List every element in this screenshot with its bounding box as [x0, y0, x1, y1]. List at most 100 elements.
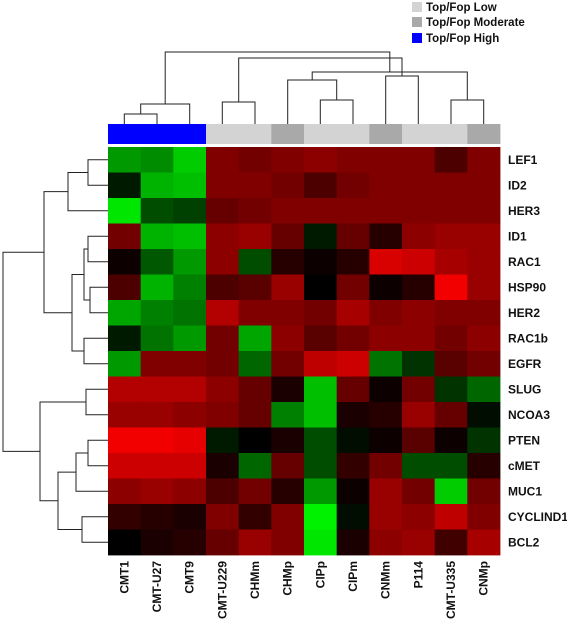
group-cell-cmt9	[173, 124, 207, 144]
cell-cyclind1-cmt-u27	[140, 504, 174, 530]
cell-rac1b-cmt1	[108, 325, 142, 352]
cell-rac1-chmp	[271, 249, 305, 275]
cell-egfr-p114	[402, 351, 436, 377]
cell-lef1-cnmm	[369, 147, 403, 173]
group-cell-cnmp	[467, 124, 501, 144]
cell-slug-cipp	[304, 376, 338, 403]
cell-cmet-cmt9	[173, 453, 207, 479]
cell-rac1b-cnmp	[467, 325, 501, 352]
cell-id2-cnmp	[467, 172, 501, 199]
cell-lef1-cmt-u27	[140, 147, 174, 173]
cell-ncoa3-cipm	[336, 402, 370, 428]
cell-her3-chmm	[238, 198, 272, 224]
heatmap-cells	[108, 147, 501, 556]
cell-ncoa3-cmt-u27	[140, 402, 174, 428]
cell-egfr-cipp	[304, 351, 338, 377]
cell-rac1b-cnmm	[369, 325, 403, 352]
cell-slug-cipm	[336, 376, 370, 403]
cell-id1-cmt-u229	[206, 223, 240, 250]
cell-bcl2-cmt-u229	[206, 529, 240, 556]
cell-ncoa3-chmm	[238, 402, 272, 428]
cell-cyclind1-cmt9	[173, 504, 207, 530]
cell-pten-cnmp	[467, 427, 501, 454]
column-group-bar	[108, 124, 501, 144]
cell-rac1b-cmt-u335	[434, 325, 468, 352]
cell-bcl2-cmt9	[173, 529, 207, 556]
cell-bcl2-chmm	[238, 529, 272, 556]
cell-lef1-chmm	[238, 147, 272, 173]
cell-cmet-chmp	[271, 453, 305, 479]
cell-her3-cnmp	[467, 198, 501, 224]
cell-rac1-cipm	[336, 249, 370, 275]
cell-cmet-p114	[402, 453, 436, 479]
cell-lef1-cmt9	[173, 147, 207, 173]
cell-cyclind1-cmt-u335	[434, 504, 468, 530]
cell-egfr-cmt-u335	[434, 351, 468, 377]
legend: Top/Fop Low Top/Fop Moderate Top/Fop Hig…	[412, 2, 525, 45]
group-cell-cipp	[304, 124, 338, 144]
column-dendrogram-link	[319, 99, 354, 124]
cell-id1-p114	[402, 223, 436, 250]
cell-id2-cipp	[304, 172, 338, 199]
cell-ncoa3-cnmm	[369, 402, 403, 428]
cell-id1-cipp	[304, 223, 338, 250]
column-label-cmt-u335: CMT-U335	[444, 561, 458, 619]
cell-her2-chmp	[271, 300, 305, 326]
cell-muc1-cmt-u229	[206, 478, 240, 505]
cell-cyclind1-p114	[402, 504, 436, 530]
row-dendrogram-link	[85, 388, 108, 416]
column-dendrogram-link	[385, 75, 419, 124]
cell-id1-cnmm	[369, 223, 403, 250]
cell-cyclind1-chmm	[238, 504, 272, 530]
legend-swatch-high	[412, 33, 422, 43]
cell-cyclind1-chmp	[271, 504, 305, 530]
cell-ncoa3-chmp	[271, 402, 305, 428]
cell-lef1-cmt-u335	[434, 147, 468, 173]
cell-cyclind1-cnmp	[467, 504, 501, 530]
cell-egfr-cmt9	[173, 351, 207, 377]
cell-egfr-cipm	[336, 351, 370, 377]
column-label-cipp: CIPp	[313, 561, 327, 588]
row-dendrogram-link	[83, 248, 90, 301]
cell-id1-cmt-u27	[140, 223, 174, 250]
cell-lef1-cnmp	[467, 147, 501, 173]
cell-hsp90-chmp	[271, 274, 305, 301]
row-label-cyclind1: CYCLIND1	[508, 510, 567, 524]
cell-hsp90-p114	[402, 274, 436, 301]
row-dendrogram-link	[83, 337, 108, 365]
cell-slug-cmt-u229	[206, 376, 240, 403]
cell-id1-cmt1	[108, 223, 142, 250]
row-dendrogram-link	[2, 251, 44, 452]
cell-lef1-cmt1	[108, 147, 142, 173]
cell-her3-cmt-u335	[434, 198, 468, 224]
cell-id1-chmm	[238, 223, 272, 250]
cell-rac1-cipp	[304, 249, 338, 275]
cell-id1-cipm	[336, 223, 370, 250]
cell-rac1-cnmp	[467, 249, 501, 275]
row-label-rac1b: RAC1b	[508, 331, 548, 345]
group-cell-chmp	[271, 124, 305, 144]
cell-cmet-cmt1	[108, 453, 142, 479]
cell-rac1b-chmp	[271, 325, 305, 352]
cell-cmet-cmt-u229	[206, 453, 240, 479]
cell-hsp90-cipp	[304, 274, 338, 301]
cell-egfr-chmp	[271, 351, 305, 377]
row-dendrogram-link	[87, 439, 108, 467]
cell-id2-chmp	[271, 172, 305, 199]
cell-muc1-cipp	[304, 478, 338, 505]
cell-hsp90-cnmp	[467, 274, 501, 301]
cell-rac1b-chmm	[238, 325, 272, 352]
cell-her3-p114	[402, 198, 436, 224]
cell-ncoa3-cmt9	[173, 402, 207, 428]
cell-her2-p114	[402, 300, 436, 326]
cell-id2-cmt9	[173, 172, 207, 199]
cell-id1-cnmp	[467, 223, 501, 250]
cell-hsp90-chmm	[238, 274, 272, 301]
row-label-rac1: RAC1	[508, 255, 541, 269]
cell-rac1-cmt9	[173, 249, 207, 275]
cell-her2-cmt1	[108, 300, 142, 326]
cell-id1-cmt9	[173, 223, 207, 250]
row-label-her2: HER2	[508, 306, 540, 320]
group-cell-cipm	[336, 124, 370, 144]
